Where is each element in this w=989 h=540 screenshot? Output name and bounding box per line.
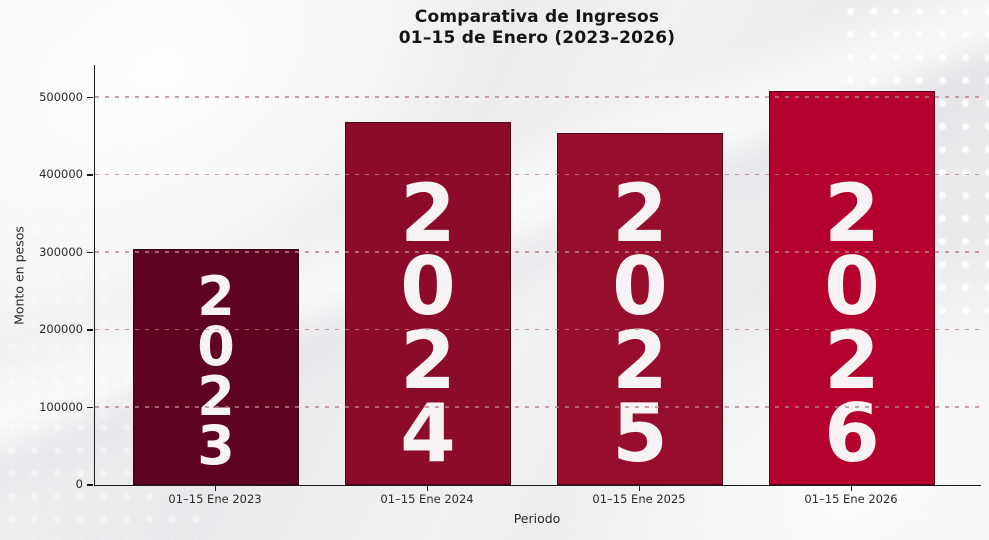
y-tick-label: 200000 — [39, 322, 83, 337]
bar-year-label-2023: 2 0 2 3 — [197, 265, 235, 478]
y-tick-mark — [87, 96, 93, 99]
y-tick-label: 500000 — [39, 89, 83, 104]
bar-year-label-2024: 2 0 2 4 — [400, 166, 456, 481]
y-tick-mark — [87, 329, 93, 331]
bar-year-label-2025: 2 0 2 5 — [612, 166, 668, 481]
y-tick-mark — [87, 484, 93, 486]
bar-2024: 2 0 2 4 — [345, 121, 511, 485]
x-tick-mark — [215, 486, 217, 491]
y-tick-mark — [87, 406, 93, 409]
chart-title: Comparativa de Ingresos 01–15 de Enero (… — [94, 7, 980, 49]
gridline-500000 — [95, 96, 981, 98]
x-tick-mark — [639, 486, 641, 491]
bar-2026: 2 0 2 6 — [769, 91, 935, 485]
gridline-200000 — [95, 328, 981, 331]
y-tick-mark — [87, 174, 93, 176]
gridline-400000 — [95, 173, 981, 176]
x-tick-label: 01–15 Ene 2023 — [168, 492, 262, 506]
x-tick-label: 01–15 Ene 2024 — [380, 492, 474, 506]
x-tick-label: 01–15 Ene 2025 — [592, 492, 686, 506]
gridline-100000 — [95, 406, 981, 408]
chart-title-line-1: Comparativa de Ingresos — [414, 7, 660, 27]
x-tick-label: 01–15 Ene 2026 — [804, 492, 898, 506]
y-tick-label: 100000 — [39, 399, 83, 414]
plot-area: 2 0 2 3 2 0 2 4 2 0 2 5 2 0 2 6 — [94, 65, 981, 486]
bar-2023: 2 0 2 3 — [133, 248, 299, 485]
y-tick-label: 400000 — [39, 167, 83, 182]
bar-2025: 2 0 2 5 — [557, 133, 723, 485]
gridline-300000 — [95, 251, 981, 253]
y-tick-mark — [87, 251, 93, 254]
x-tick-mark — [427, 486, 429, 491]
x-axis-label: Periodo — [513, 511, 561, 526]
x-tick-mark — [851, 486, 853, 491]
y-tick-label: 0 — [75, 477, 83, 491]
y-axis-label: Monto en pesos — [11, 226, 27, 325]
y-tick-label: 300000 — [39, 244, 83, 259]
bar-year-label-2026: 2 0 2 6 — [824, 166, 880, 481]
chart-title-line-2: 01–15 de Enero (2023–2026) — [398, 28, 676, 48]
